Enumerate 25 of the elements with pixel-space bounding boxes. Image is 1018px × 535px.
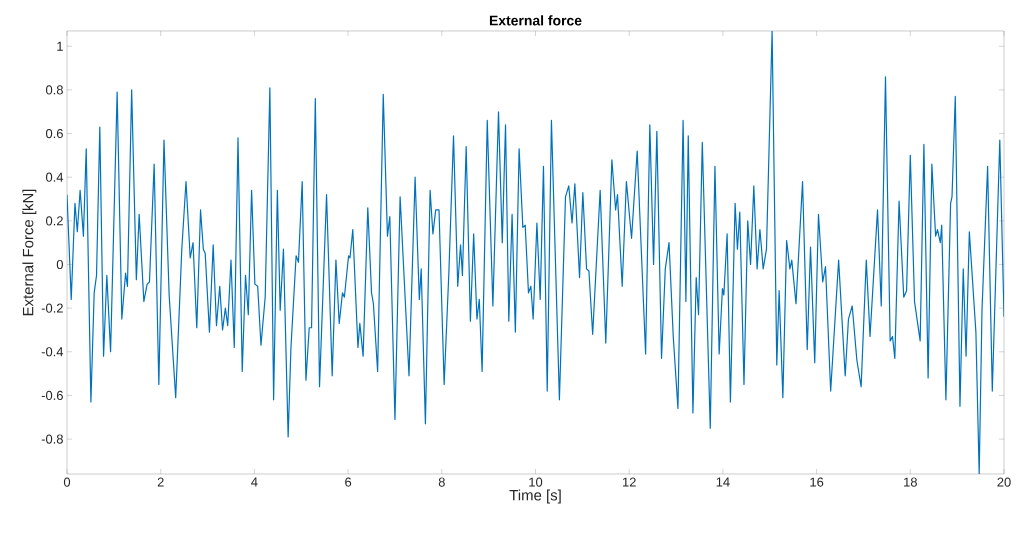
x-tick-label: 2 (157, 477, 164, 487)
x-tick-label: 0 (63, 477, 71, 487)
x-tick-label: 8 (438, 477, 445, 487)
x-tick-label: 16 (810, 477, 824, 487)
y-tick-label: 0.2 (45, 216, 63, 226)
x-tick-label: 12 (622, 477, 636, 487)
x-tick-label: 18 (904, 477, 917, 487)
y-tick-label: -0.6 (41, 390, 63, 401)
y-axis-title: External Force [kN] (22, 189, 37, 316)
x-tick-label: 20 (997, 477, 1011, 487)
y-tick-label: -0.4 (41, 347, 64, 357)
x-tick-label: 10 (529, 477, 543, 487)
line-series (67, 30, 1005, 474)
y-tick-label: -0.2 (41, 303, 63, 313)
y-tick-label: 0.8 (45, 85, 63, 95)
y-tick-label: 0.6 (45, 128, 63, 139)
y-tick-label: 1 (57, 41, 63, 51)
x-tick-label: 4 (251, 477, 258, 487)
chart-title: External force (489, 15, 582, 26)
y-tick-label: -0.8 (41, 434, 63, 444)
x-axis-title: Time [s] (509, 489, 561, 504)
y-tick-label: 0 (56, 259, 63, 270)
x-tick-label: 14 (716, 477, 730, 487)
x-tick-label: 6 (345, 477, 352, 487)
y-tick-label: 0.4 (45, 172, 64, 182)
